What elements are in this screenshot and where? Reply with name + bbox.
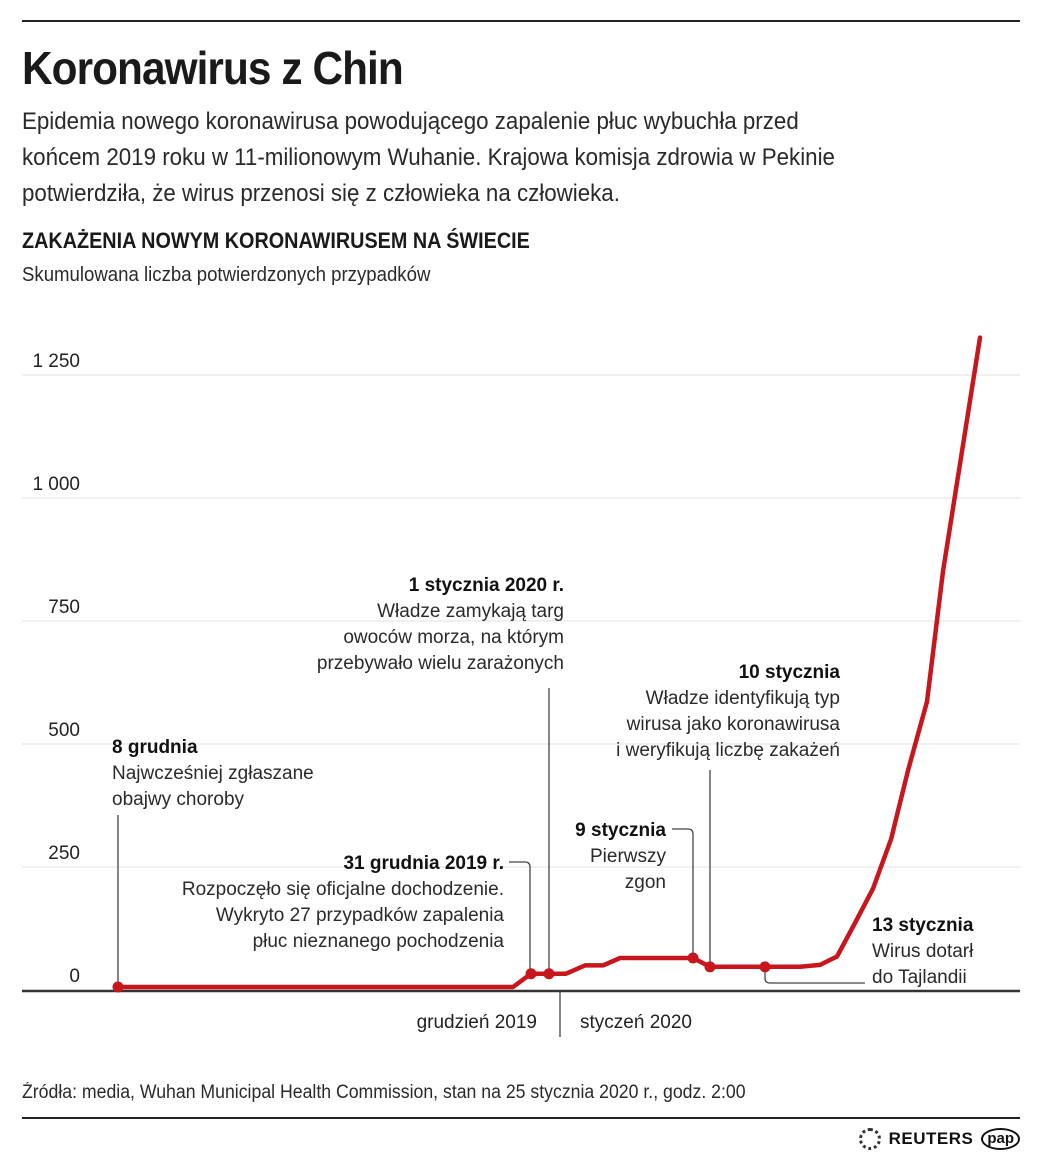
reuters-logo-text: REUTERS	[888, 1129, 974, 1148]
event-marker	[525, 968, 537, 980]
pap-logo: pap	[981, 1128, 1020, 1150]
svg-text:1 stycznia 2020 r.: 1 stycznia 2020 r.	[409, 575, 564, 596]
event-markers	[112, 952, 771, 993]
svg-text:Pierwszy: Pierwszy	[590, 846, 667, 867]
svg-text:zgon: zgon	[625, 872, 666, 893]
reuters-logo-icon	[858, 1128, 881, 1150]
lead-line: końcem 2019 roku w 11-milionowym Wuhanie…	[22, 144, 835, 171]
svg-text:przebywało wielu zarażonych: przebywało wielu zarażonych	[317, 653, 564, 674]
annotation-1-stycznia: 1 stycznia 2020 r. Władze zamykają targ …	[317, 575, 564, 674]
svg-text:Władze identyfikują typ: Władze identyfikują typ	[646, 688, 840, 709]
annotation-9-stycznia: 9 stycznia Pierwszy zgon	[575, 820, 666, 893]
lead-line: potwierdziła, że wirus przenosi się z cz…	[22, 180, 620, 207]
annotation-13-stycznia: 13 stycznia Wirus dotarł do Tajlandii	[872, 915, 974, 988]
svg-text:8 grudnia: 8 grudnia	[112, 737, 198, 758]
source-note: Źródła: media, Wuhan Municipal Health Co…	[22, 1082, 746, 1103]
y-tick-label: 1 000	[32, 474, 80, 495]
publisher-logos: REUTERS pap	[858, 1128, 1020, 1150]
lead-paragraph: Epidemia nowego koronawirusa powodująceg…	[22, 104, 1012, 212]
top-rule	[22, 20, 1020, 22]
svg-text:owoców morza, na którym: owoców morza, na którym	[343, 627, 564, 648]
event-marker	[543, 968, 555, 980]
x-month-label: grudzień 2019	[417, 1012, 537, 1033]
svg-text:płuc nieznanego pochodzenia: płuc nieznanego pochodzenia	[253, 931, 505, 952]
page-title: Koronawirus z Chin	[22, 42, 404, 94]
event-marker	[687, 952, 699, 964]
svg-text:obajwy choroby: obajwy choroby	[112, 789, 245, 810]
y-tick-label: 0	[69, 966, 80, 987]
svg-text:do Tajlandii: do Tajlandii	[872, 967, 967, 988]
svg-text:Rozpoczęło się oficjalne docho: Rozpoczęło się oficjalne dochodzenie.	[182, 879, 504, 900]
annotation-8-grudnia: 8 grudnia Najwcześniej zgłaszane obajwy …	[112, 737, 314, 810]
svg-text:wirusa jako koronawirusa: wirusa jako koronawirusa	[626, 714, 841, 735]
y-axis-ticks: 0 250 500 750 1 000 1 250	[32, 351, 80, 987]
chart-title: ZAKAŻENIA NOWYM KORONAWIRUSEM NA ŚWIECIE	[22, 228, 530, 253]
y-tick-label: 1 250	[32, 351, 80, 372]
annotation-leaders	[117, 688, 865, 985]
svg-text:9 stycznia: 9 stycznia	[575, 820, 666, 841]
chart-subtitle: Skumulowana liczba potwierdzonych przypa…	[22, 264, 431, 286]
svg-text:Władze zamykają targ: Władze zamykają targ	[377, 601, 564, 622]
event-marker	[704, 961, 716, 973]
bottom-rule	[22, 1117, 1020, 1119]
svg-text:Najwcześniej zgłaszane: Najwcześniej zgłaszane	[112, 763, 314, 784]
gridlines	[22, 374, 1020, 868]
svg-text:i weryfikują liczbę zakażeń: i weryfikują liczbę zakażeń	[616, 740, 840, 761]
event-marker	[112, 981, 124, 993]
svg-text:Wirus dotarł: Wirus dotarł	[872, 941, 974, 962]
svg-text:31 grudnia 2019 r.: 31 grudnia 2019 r.	[343, 853, 504, 874]
x-month-label: styczeń 2020	[580, 1012, 692, 1033]
annotation-10-stycznia: 10 stycznia Władze identyfikują typ wiru…	[616, 662, 840, 761]
lead-line: Epidemia nowego koronawirusa powodująceg…	[22, 108, 799, 135]
y-tick-label: 500	[48, 720, 80, 741]
svg-text:10 stycznia: 10 stycznia	[739, 662, 841, 683]
svg-text:13 stycznia: 13 stycznia	[872, 915, 974, 936]
event-marker	[759, 961, 771, 973]
annotation-31-grudnia: 31 grudnia 2019 r. Rozpoczęło się oficja…	[182, 853, 505, 952]
svg-text:Wykryto 27 przypadków zapaleni: Wykryto 27 przypadków zapalenia	[216, 905, 505, 926]
y-tick-label: 750	[48, 597, 80, 618]
y-tick-label: 250	[48, 843, 80, 864]
